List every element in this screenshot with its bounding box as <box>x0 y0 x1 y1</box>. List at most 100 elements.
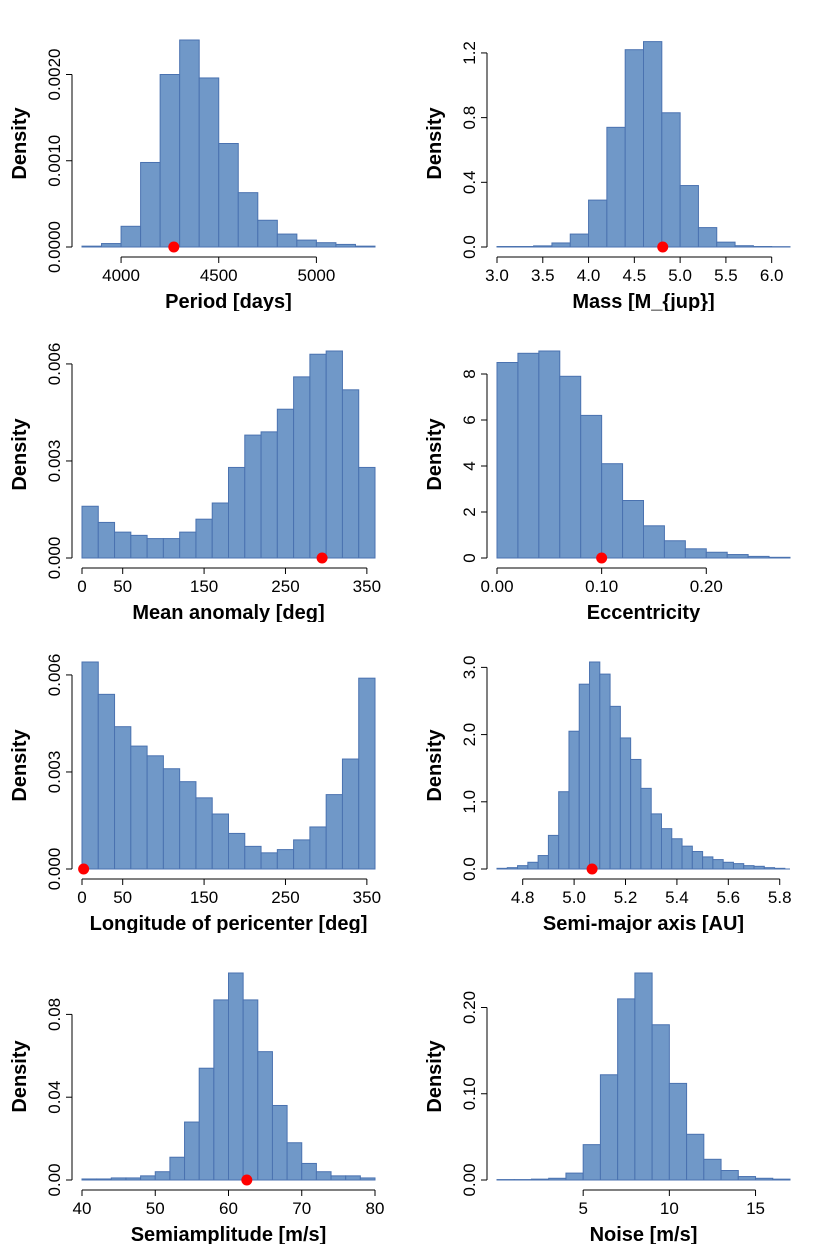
histogram-bar <box>755 1177 774 1181</box>
x-tick-label: 3.5 <box>531 266 555 285</box>
x-tick-label: 70 <box>292 1199 311 1218</box>
y-tick-label: 1.2 <box>460 41 479 65</box>
x-tick-label: 5000 <box>297 266 335 285</box>
histogram-bar <box>726 554 749 559</box>
x-tick-label: 15 <box>746 1199 765 1218</box>
histogram-bar <box>634 972 653 1181</box>
y-tick-label: 0 <box>460 553 479 562</box>
histogram-bar <box>580 414 603 559</box>
histogram-bar <box>358 466 376 559</box>
histogram-bar <box>538 350 561 559</box>
histogram-bar <box>125 1177 142 1181</box>
histogram-bar <box>640 787 652 870</box>
histogram-svg: 5 10 15 0.00 0.10 0.20 Noise [m/s] Density <box>424 972 791 1244</box>
true-value-marker <box>78 863 90 875</box>
y-tick-label: 0.006 <box>45 654 64 697</box>
histogram-svg: 40 50 60 70 80 0.00 0.04 0.08 Semiamplitude [m/s… <box>9 972 385 1244</box>
x-tick-label: 5.6 <box>716 888 740 907</box>
histogram-bar <box>345 1175 361 1181</box>
histogram-bar <box>195 797 213 870</box>
histogram-bar <box>734 245 754 248</box>
histogram-bar <box>296 239 317 248</box>
histogram-bar <box>747 555 770 559</box>
histogram-bar <box>643 41 663 248</box>
y-axis-title: Density <box>9 1040 31 1113</box>
x-tick-label: 10 <box>660 1199 679 1218</box>
true-value-marker <box>586 863 598 875</box>
true-value-marker <box>596 552 608 564</box>
histogram-bar <box>293 376 311 559</box>
histogram-bar <box>737 1176 757 1181</box>
x-tick-label: 150 <box>190 577 218 596</box>
histogram-bar <box>162 768 181 870</box>
histogram-bar <box>260 431 278 559</box>
x-tick-label: 0 <box>77 577 86 596</box>
histogram-bar <box>335 243 356 248</box>
y-tick-label: 1.0 <box>460 790 479 814</box>
histogram-bar <box>517 352 540 559</box>
histogram-bar <box>679 185 699 248</box>
histogram-bar <box>146 755 164 870</box>
histogram-bar <box>496 867 508 870</box>
x-tick-label: 0 <box>77 888 86 907</box>
histogram-bar <box>140 161 161 248</box>
histogram-bar <box>763 867 776 870</box>
histogram-bar <box>732 863 745 870</box>
histogram-bar <box>130 745 148 870</box>
histogram-bar <box>589 661 601 870</box>
histogram-bar <box>154 1171 171 1181</box>
histogram-bar <box>97 521 116 559</box>
histogram-bar <box>671 838 683 870</box>
histogram-bar <box>547 834 560 870</box>
true-value-marker <box>241 1174 253 1186</box>
histogram-bar <box>537 855 549 870</box>
x-axis-title: Semiamplitude [m/s] <box>131 1224 327 1244</box>
histogram-bar <box>530 1178 550 1181</box>
histogram-bar <box>286 1142 303 1181</box>
x-tick-label: 0.20 <box>690 577 723 596</box>
histogram-bar <box>619 737 632 870</box>
histogram-bar <box>681 845 693 870</box>
histogram-bar <box>81 505 99 559</box>
y-tick-label: 0.4 <box>460 170 479 194</box>
histogram-bar <box>609 705 621 870</box>
y-tick-label: 0.006 <box>45 343 64 386</box>
x-tick-label: 5.5 <box>714 266 738 285</box>
histogram-svg: 0.00 0.10 0.20 0 2 4 6 8 Eccentricity Density <box>424 350 791 622</box>
x-tick-label: 40 <box>73 1199 92 1218</box>
histogram-bar <box>705 551 728 559</box>
histogram-bar <box>101 243 122 248</box>
x-tick-label: 5.8 <box>768 888 792 907</box>
histogram-panel: 3.0 3.5 4.0 4.5 5.0 5.5 6.0 0.0 0.4 0.8 1.2 Mass [M… <box>415 0 830 311</box>
x-tick-label: 350 <box>353 577 381 596</box>
x-tick-label: 350 <box>353 888 381 907</box>
x-tick-label: 60 <box>219 1199 238 1218</box>
y-tick-label: 0.003 <box>45 751 64 794</box>
histogram-bar <box>599 1074 619 1181</box>
histogram-bar <box>211 813 230 870</box>
histogram-bar <box>624 49 644 248</box>
histogram-bar <box>195 518 213 559</box>
histogram-bar <box>81 245 103 248</box>
histogram-bar <box>663 540 686 559</box>
histogram-bar <box>81 1178 98 1181</box>
y-tick-label: 0.20 <box>460 991 479 1024</box>
y-tick-label: 2 <box>460 507 479 516</box>
histogram-bar <box>686 1133 705 1181</box>
y-tick-label: 4 <box>460 461 479 470</box>
histogram-bar <box>702 856 714 870</box>
histogram-bar <box>527 861 539 870</box>
x-tick-label: 250 <box>271 888 299 907</box>
histogram-bar <box>651 1024 670 1181</box>
histogram-bar <box>276 849 295 870</box>
x-tick-label: 80 <box>366 1199 385 1218</box>
histogram-bar <box>179 531 197 559</box>
x-tick-label: 5.0 <box>668 266 692 285</box>
histogram-bar <box>548 1177 567 1181</box>
histogram-bar <box>198 1067 215 1181</box>
x-tick-label: 50 <box>113 888 132 907</box>
histogram-bar <box>720 1170 739 1181</box>
histogram-bar <box>271 1104 288 1181</box>
histogram-bar <box>159 74 181 248</box>
histogram-svg: 3.0 3.5 4.0 4.5 5.0 5.5 6.0 0.0 0.4 0.8 1.2 Mass [M… <box>424 41 791 311</box>
